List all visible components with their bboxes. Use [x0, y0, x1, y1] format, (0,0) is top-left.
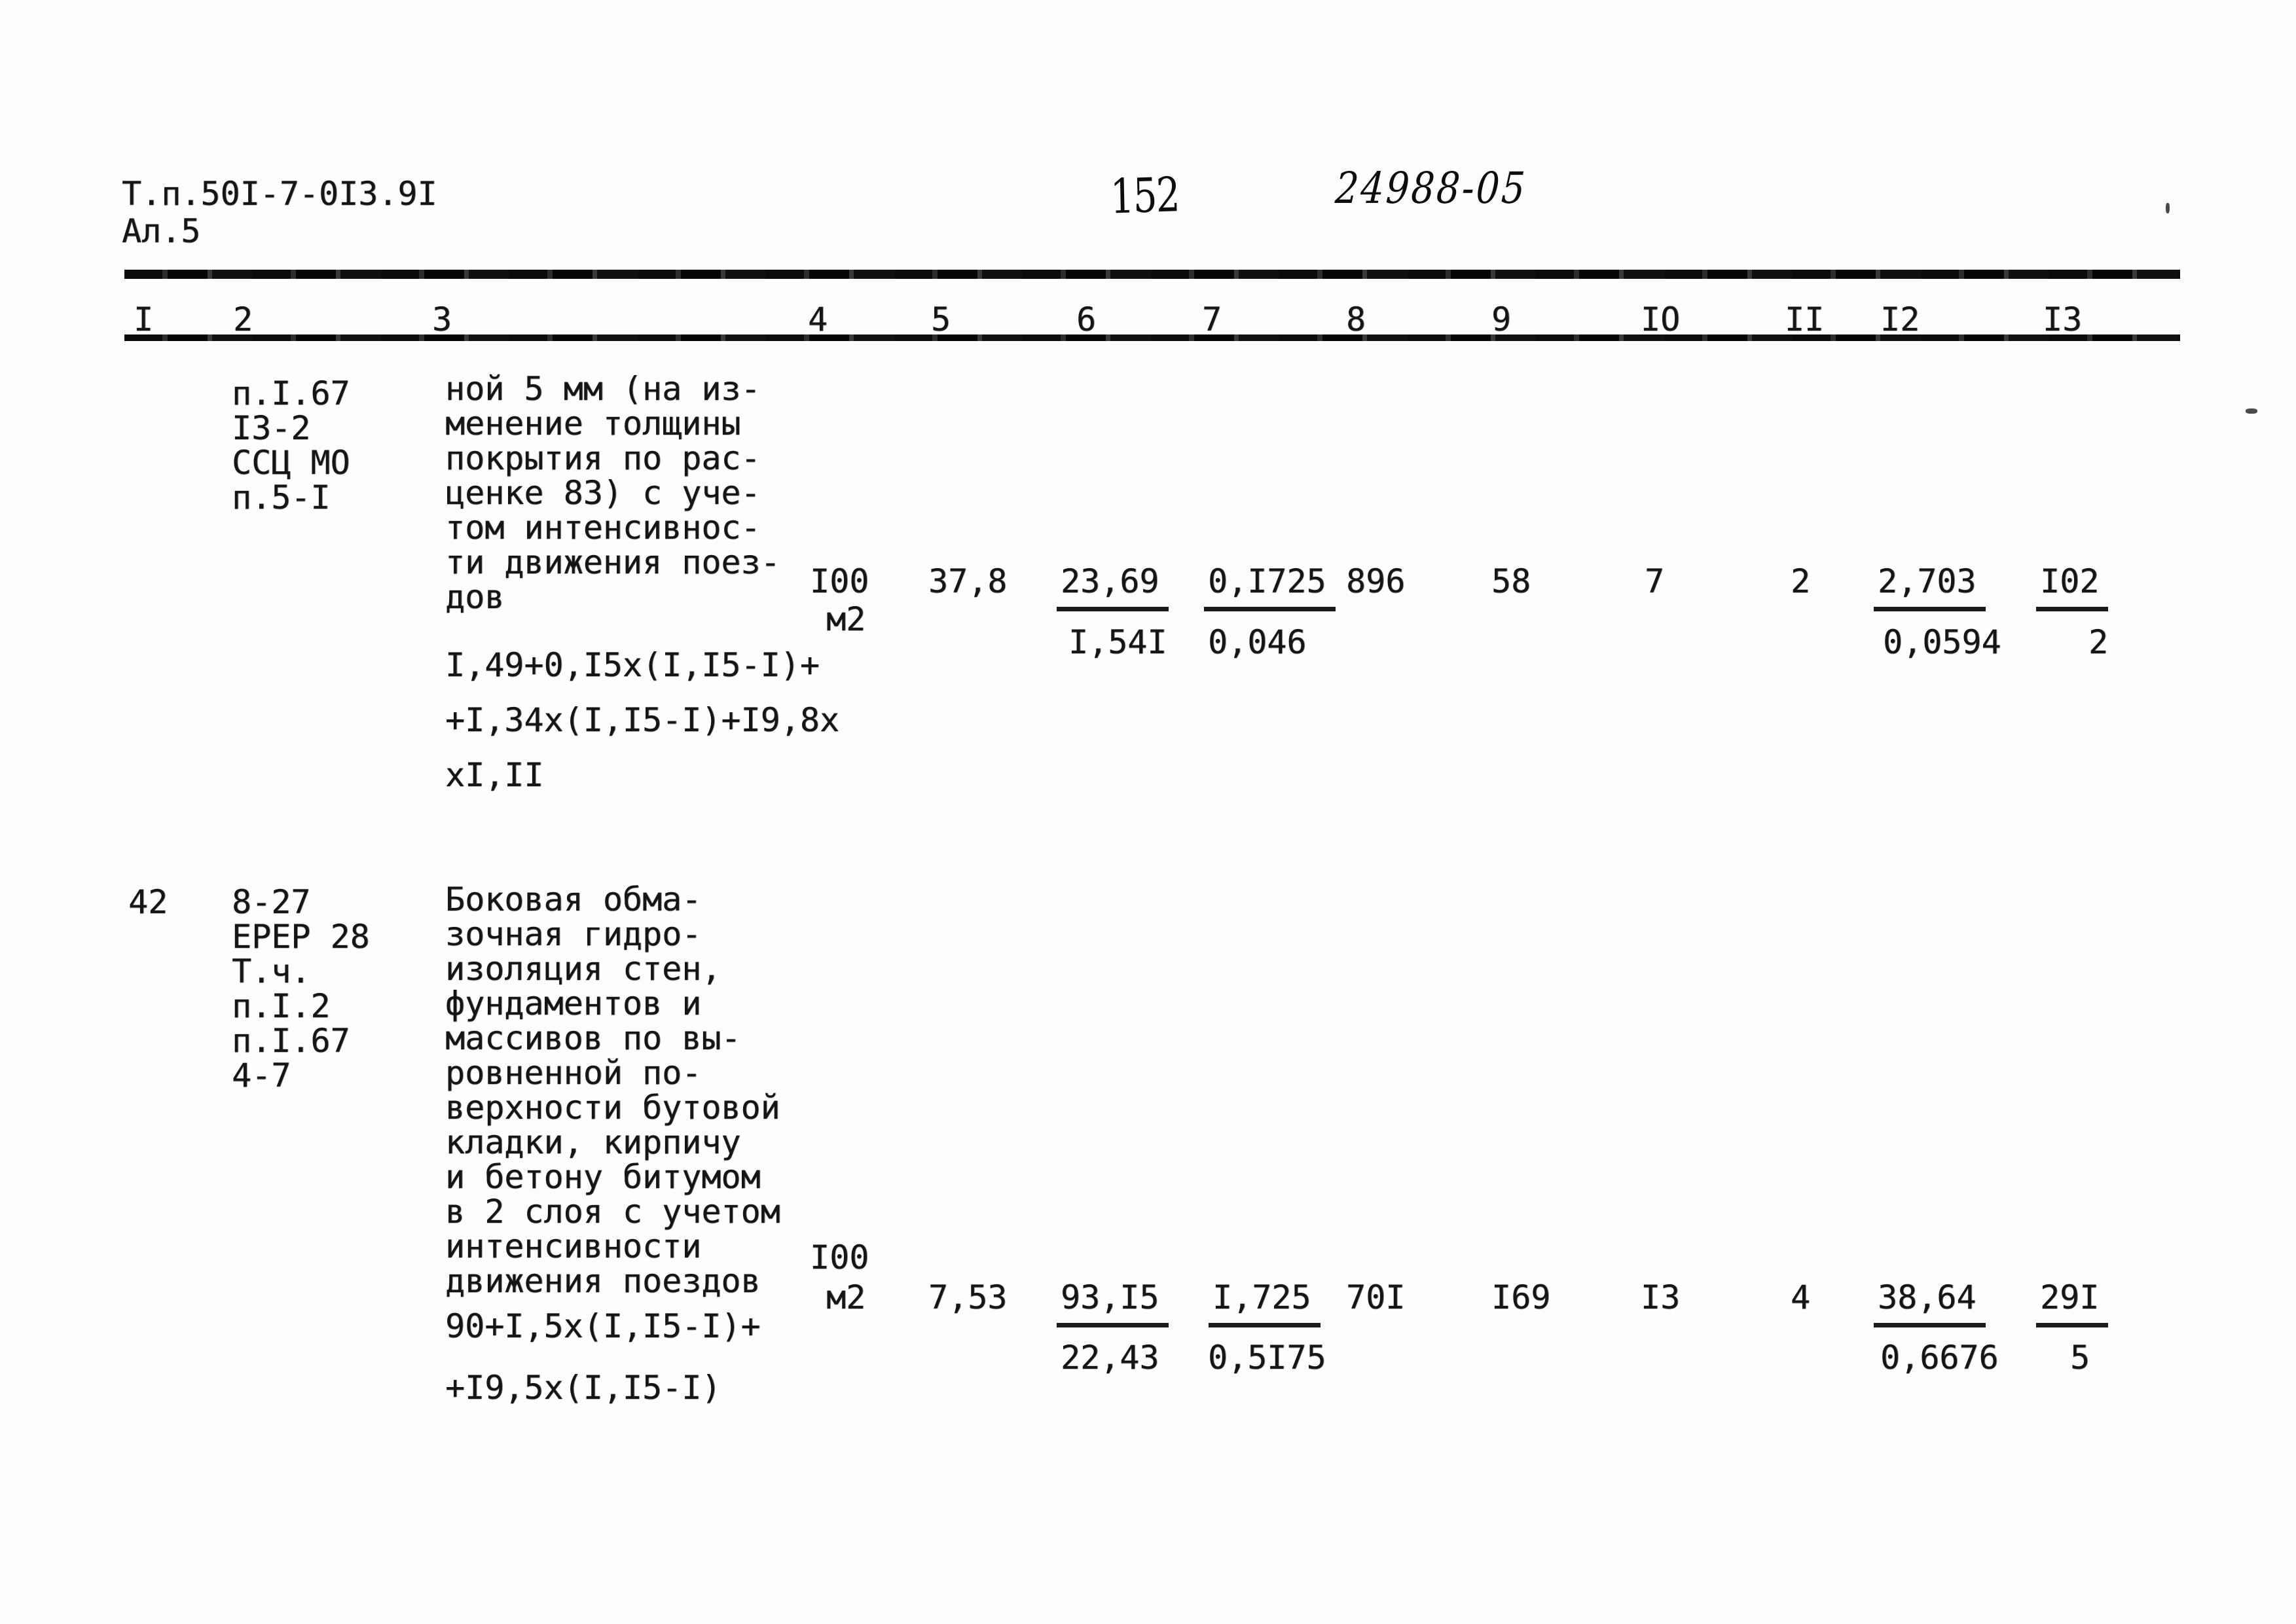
- row1-cell-col6-top: 23,69: [1057, 564, 1169, 611]
- row1-formula-line3: xI,II: [445, 756, 544, 794]
- row2-cell-measure-qty: I00: [810, 1238, 869, 1276]
- row1-formula-line2: +I,34x(I,I5-I)+I9,8x: [445, 701, 840, 739]
- column-header-13: I3: [2043, 300, 2083, 338]
- row2-cell-col11: 4: [1791, 1278, 1811, 1316]
- row2-cell-col13-bottom: 5: [2070, 1339, 2090, 1377]
- column-header-12: I2: [1880, 300, 1920, 338]
- row1-cell-col9: 58: [1491, 562, 1531, 600]
- row1-cell-col6-bottom: I,54I: [1068, 623, 1167, 661]
- row1-cell-measure-qty: I00: [810, 562, 869, 600]
- row1-cell-col7-top: 0,I725: [1204, 564, 1336, 611]
- row2-cell-col6-bottom: 22,43: [1061, 1339, 1159, 1377]
- row2-cell-col10: I3: [1641, 1278, 1681, 1316]
- column-header-4: 4: [808, 300, 828, 338]
- column-header-11: II: [1785, 300, 1825, 338]
- column-header-5: 5: [931, 300, 951, 338]
- row2-cell-col12-bottom: 0,6676: [1880, 1339, 1999, 1377]
- table-top-rule: [124, 270, 2180, 279]
- row2-cell-col9: I69: [1491, 1278, 1551, 1316]
- row2-cell-col12-top: 38,64: [1874, 1280, 1986, 1327]
- row1-formula-line1: I,49+0,I5x(I,I5-I)+: [445, 646, 820, 684]
- row2-cell-col8: 70I: [1346, 1278, 1406, 1316]
- column-header-3: 3: [432, 300, 452, 338]
- row2-cell-measure-unit: м2: [826, 1278, 866, 1316]
- row1-cell-col11: 2: [1791, 562, 1811, 600]
- album-number: Ал.5: [122, 212, 201, 250]
- scan-speck: [2246, 408, 2257, 414]
- column-header-7: 7: [1202, 300, 1222, 338]
- row2-description: Боковая обма- зочная гидро- изоляция сте…: [445, 880, 780, 1300]
- row1-cell-col13-bottom: 2: [2088, 623, 2109, 661]
- doc-code: Т.п.50I-7-0I3.9I: [122, 175, 437, 213]
- row2-cell-col5: 7,53: [928, 1278, 1008, 1316]
- row1-cell-measure-unit: м2: [826, 600, 866, 638]
- row1-cell-col12-top: 2,703: [1874, 564, 1986, 611]
- row2-cell-col7-bottom: 0,5I75: [1208, 1339, 1326, 1377]
- row1-cell-col12-bottom: 0,0594: [1883, 623, 2001, 661]
- table-header-rule: [124, 334, 2180, 341]
- column-header-1: I: [134, 300, 154, 338]
- handwritten-doc-number: 24988-05: [1334, 164, 1529, 214]
- column-header-8: 8: [1346, 300, 1366, 338]
- column-header-6: 6: [1076, 300, 1097, 338]
- row2-cell-col13-top: 29I: [2036, 1280, 2109, 1327]
- row2-cell-col7-top: I,725: [1209, 1280, 1321, 1327]
- row2-formula-line2: +I9,5x(I,I5-I): [445, 1369, 721, 1407]
- column-header-9: 9: [1491, 300, 1512, 338]
- column-header-10: IO: [1641, 300, 1681, 338]
- row1-cell-col8: 896: [1346, 562, 1406, 600]
- row2-item-number: 42: [128, 883, 168, 921]
- row1-cell-col7-bottom: 0,046: [1208, 623, 1307, 661]
- row1-cell-col10: 7: [1645, 562, 1665, 600]
- row1-basis: п.I.67 I3-2 ССЦ МО п.5-I: [232, 374, 350, 516]
- row1-cell-col5: 37,8: [928, 562, 1008, 600]
- row2-formula-line1: 90+I,5x(I,I5-I)+: [445, 1307, 761, 1345]
- row2-basis: 8-27 ЕРЕР 28 Т.ч. п.I.2 п.I.67 4-7: [232, 883, 370, 1094]
- row1-cell-col13-top: I02: [2036, 564, 2109, 611]
- row1-description: ной 5 мм (на из- менение толщины покрыти…: [445, 370, 780, 616]
- scan-speck: [2166, 203, 2170, 213]
- row2-cell-col6-top: 93,I5: [1057, 1280, 1169, 1327]
- handwritten-page-number: 152: [1110, 166, 1180, 225]
- column-header-2: 2: [233, 300, 253, 338]
